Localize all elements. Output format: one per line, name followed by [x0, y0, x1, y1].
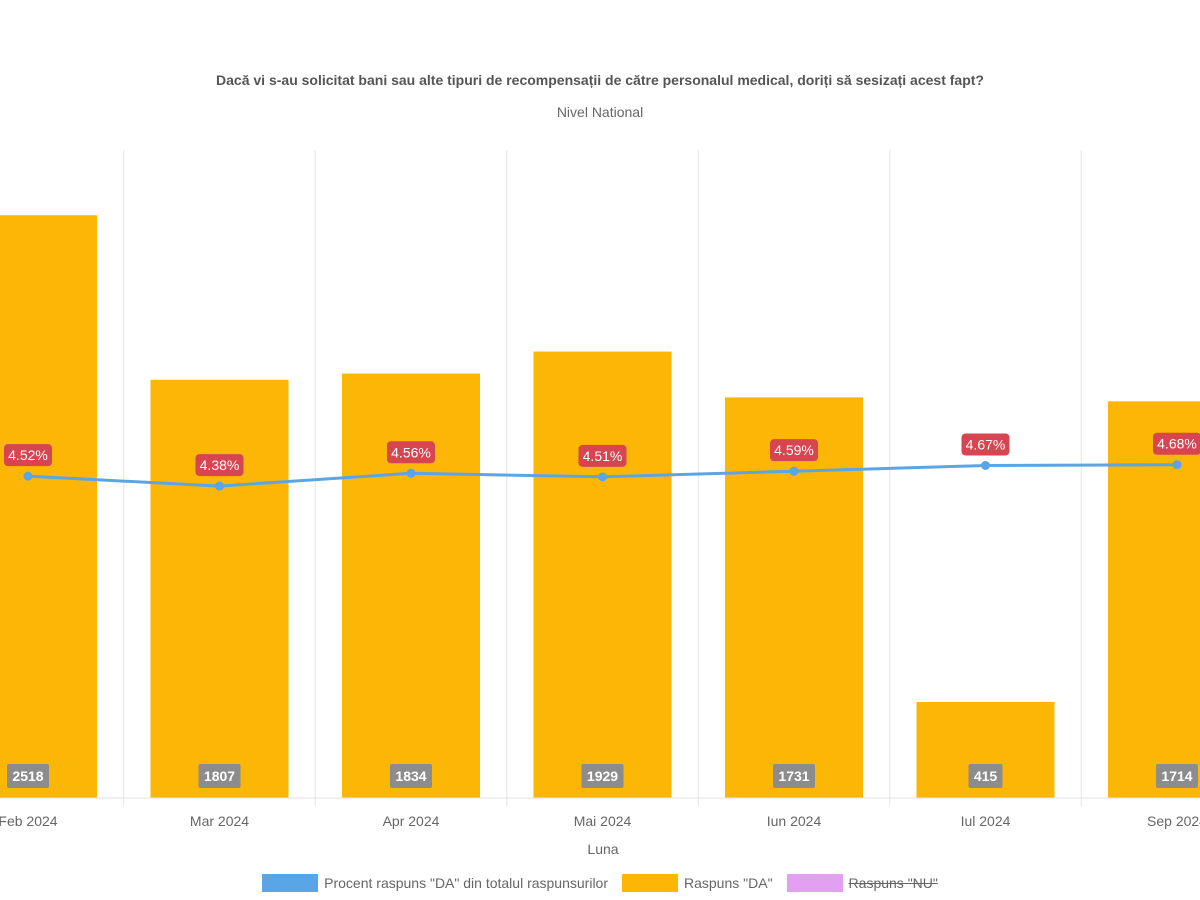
line-data-label-box	[770, 439, 818, 462]
line-data-label: 4.51%	[583, 448, 623, 464]
x-tick-label: Apr 2024	[383, 813, 440, 829]
line-data-label: 4.68%	[1157, 436, 1197, 452]
bar-data-label-box	[581, 764, 624, 788]
bar-data-label: 1929	[587, 768, 618, 784]
line-point-procent-da[interactable]	[215, 481, 224, 491]
chart-legend: Procent raspuns "DA" din totalul raspuns…	[0, 874, 1200, 892]
legend-swatch-raspuns-da	[622, 874, 678, 892]
bar-raspuns-da[interactable]	[725, 397, 863, 798]
x-axis-title: Luna	[587, 841, 618, 857]
bar-data-label: 1731	[778, 768, 809, 784]
bar-data-label-box	[198, 764, 241, 788]
bar-raspuns-da[interactable]	[1108, 401, 1200, 798]
line-data-label: 4.52%	[8, 447, 48, 463]
bar-raspuns-da[interactable]	[533, 351, 672, 798]
line-point-procent-da[interactable]	[406, 468, 416, 478]
bar-raspuns-da[interactable]	[0, 215, 97, 798]
legend-swatch-raspuns-nu	[786, 874, 843, 892]
bar-data-label-box	[773, 764, 815, 788]
bar-data-label-box	[390, 764, 432, 788]
legend-item-procent-da[interactable]: Procent raspuns "DA" din totalul raspuns…	[262, 874, 608, 892]
line-data-label-box	[387, 441, 435, 464]
legend-item-raspuns-nu[interactable]: Raspuns "NU"	[786, 874, 938, 892]
line-data-label: 4.67%	[966, 436, 1006, 452]
x-tick-label: Iul 2024	[961, 813, 1011, 829]
legend-label-raspuns-da: Raspuns "DA"	[684, 875, 773, 891]
line-point-procent-da[interactable]	[1172, 460, 1182, 470]
x-tick-label: Iun 2024	[767, 813, 822, 829]
bar-data-label-box	[7, 764, 49, 788]
x-tick-label: Mar 2024	[190, 813, 249, 829]
line-point-procent-da[interactable]	[789, 466, 799, 476]
bar-data-label: 1807	[204, 768, 235, 784]
line-data-label-box	[4, 444, 52, 467]
chart-subtitle: Nivel National	[556, 104, 644, 120]
legend-label-procent-da: Procent raspuns "DA" din totalul raspuns…	[324, 875, 608, 891]
line-data-label-box	[961, 433, 1010, 456]
line-point-procent-da[interactable]	[598, 472, 607, 482]
x-tick-label: Sep 2024	[1147, 813, 1200, 829]
line-data-label-box	[578, 444, 627, 467]
bar-data-label: 1834	[395, 768, 426, 784]
bar-data-label: 1714	[1161, 768, 1192, 784]
line-point-procent-da[interactable]	[981, 460, 990, 470]
x-tick-label: Feb 2024	[0, 813, 58, 829]
bar-data-label: 415	[974, 768, 998, 784]
bar-raspuns-da[interactable]	[150, 379, 289, 798]
legend-label-raspuns-nu: Raspuns "NU"	[848, 875, 938, 891]
line-data-label-box	[195, 454, 244, 477]
x-tick-label: Mai 2024	[574, 813, 632, 829]
bar-data-label-box	[968, 764, 1003, 788]
chart-title: Dacă vi s-au solicitat bani sau alte tip…	[216, 72, 984, 88]
legend-item-raspuns-da[interactable]: Raspuns "DA"	[622, 874, 773, 892]
line-data-label: 4.38%	[200, 457, 240, 473]
bar-data-label-box	[1156, 764, 1198, 788]
bar-data-label: 2518	[12, 768, 43, 784]
line-data-label: 4.56%	[391, 444, 431, 460]
bar-raspuns-da[interactable]	[342, 373, 480, 798]
line-data-label-box	[1153, 432, 1200, 455]
legend-swatch-procent-da	[262, 874, 319, 892]
line-point-procent-da[interactable]	[23, 471, 33, 481]
line-data-label: 4.59%	[774, 442, 814, 458]
